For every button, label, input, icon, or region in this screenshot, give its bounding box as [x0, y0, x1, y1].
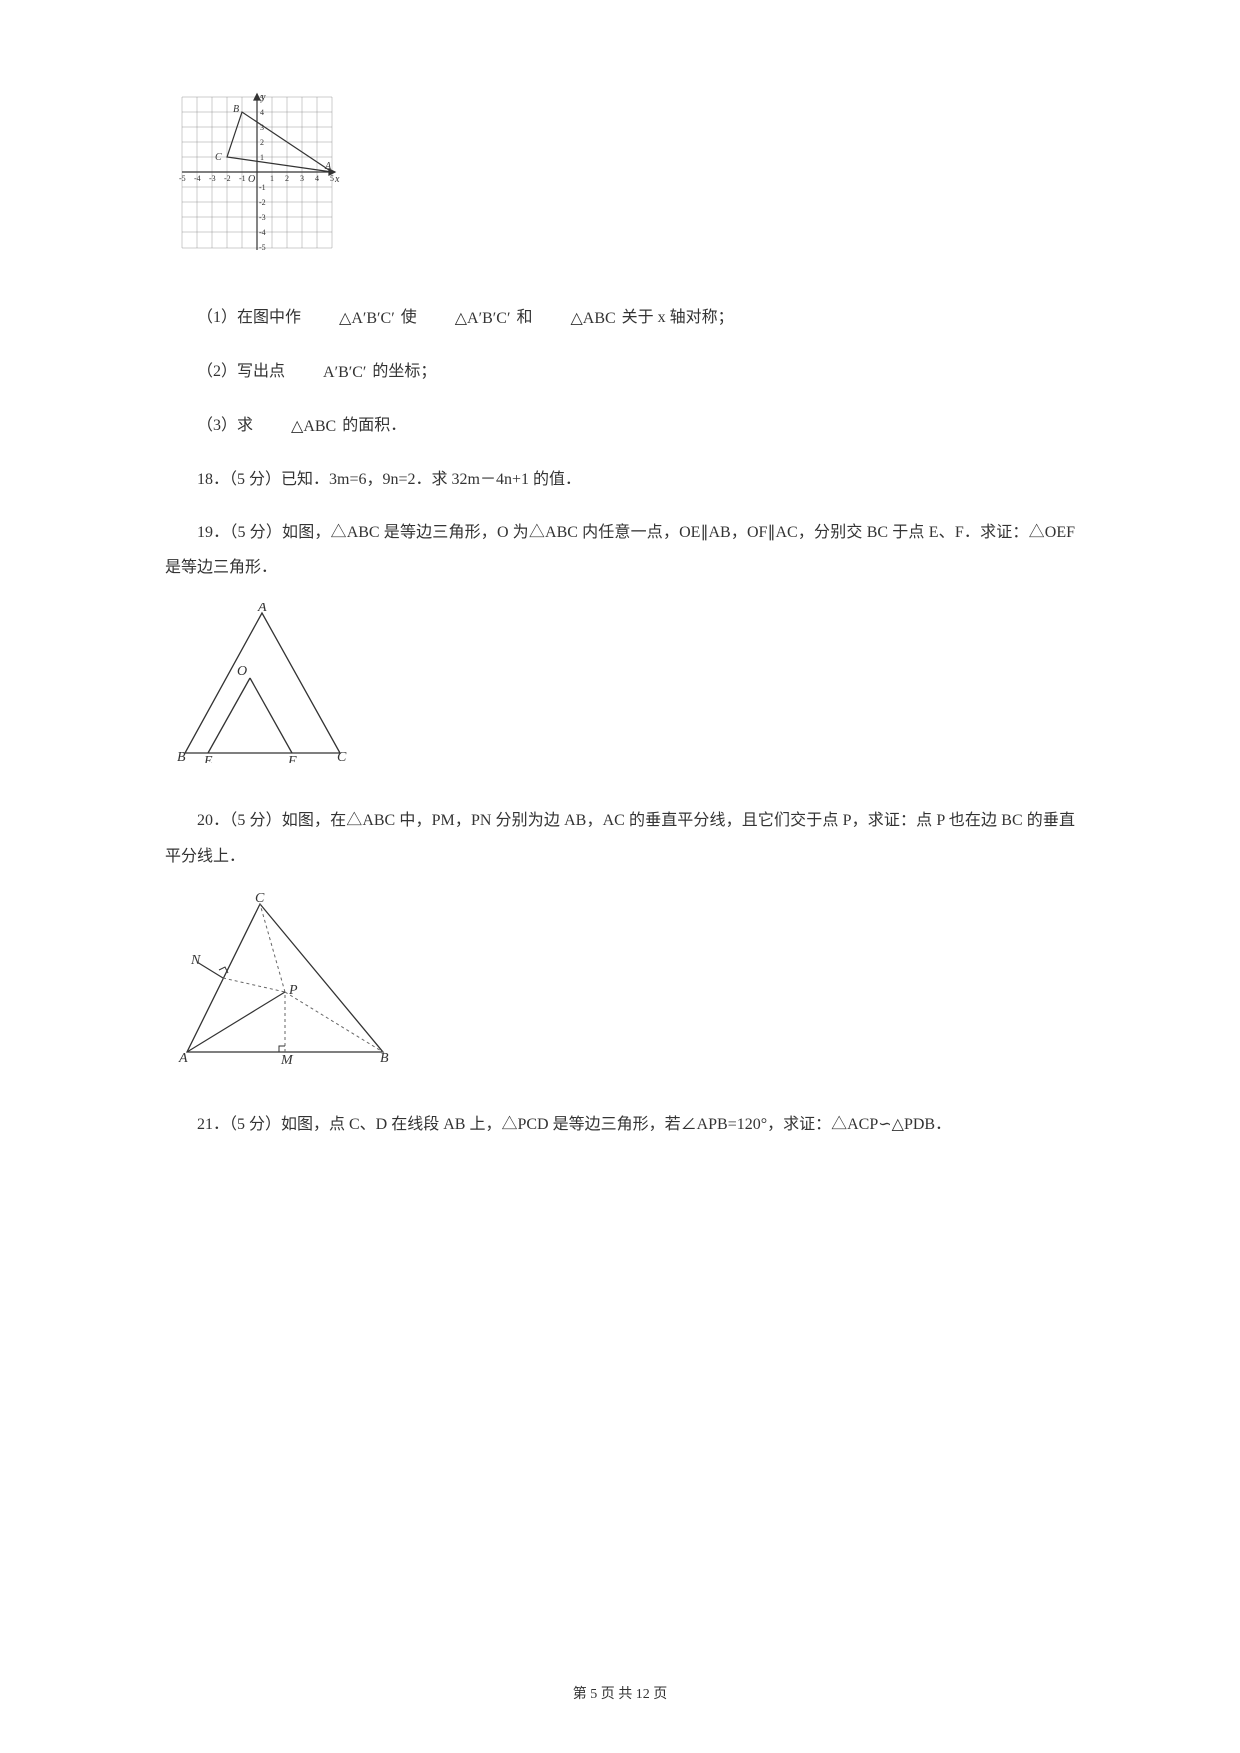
formula-triangle-abc-prime-2: △A′B′C′ [423, 301, 511, 336]
q18: 18．（5 分）已知．3m=6，9n=2．求 32m－4n+1 的值． [165, 462, 1075, 497]
t1-label-o: O [237, 664, 247, 679]
q17-1-end: 关于 x 轴对称； [622, 309, 734, 326]
t2-label-c: C [255, 892, 265, 906]
q17-part2: （2）写出点 A′B′C′ 的坐标； [165, 354, 1075, 390]
page-content: -5-4-3 -2-1 123 45 543 21 -1-2-3 -4-5 y … [165, 90, 1075, 1142]
t2-label-a: A [178, 1051, 188, 1066]
svg-text:1: 1 [270, 174, 274, 183]
q17-part1: （1）在图中作 △A′B′C′ 使 △A′B′C′ 和 △ABC 关于 x 轴对… [165, 300, 1075, 336]
svg-text:-5: -5 [259, 243, 266, 252]
formula-triangle-abc-prime-1: △A′B′C′ [307, 301, 395, 336]
t2-label-b: B [380, 1051, 389, 1066]
svg-text:4: 4 [315, 174, 319, 183]
svg-text:1: 1 [260, 153, 264, 162]
q17-3-end: 的面积． [342, 417, 406, 434]
point-a-label: A [324, 161, 332, 172]
svg-text:2: 2 [285, 174, 289, 183]
point-c-label: C [215, 152, 222, 163]
q17-3-text: （3）求 [197, 417, 253, 434]
y-axis-label: y [260, 92, 266, 103]
t1-label-f: F [287, 754, 297, 763]
svg-text:-5: -5 [179, 174, 186, 183]
svg-text:-2: -2 [259, 198, 266, 207]
svg-text:-3: -3 [209, 174, 216, 183]
svg-text:5: 5 [330, 174, 334, 183]
t1-label-e: E [203, 754, 213, 763]
t2-label-m: M [280, 1053, 294, 1067]
t2-label-n: N [190, 953, 201, 968]
formula-triangle-abc-1: △ABC [538, 301, 615, 336]
page-footer: 第 5 页 共 12 页 [0, 1683, 1240, 1703]
x-axis-label: x [334, 174, 340, 185]
svg-text:-4: -4 [259, 228, 266, 237]
q17-part3: （3）求 △ABC 的面积． [165, 408, 1075, 444]
q19: 19．（5 分）如图，△ABC 是等边三角形，O 为△ABC 内任意一点，OE∥… [165, 515, 1075, 585]
svg-text:4: 4 [260, 108, 264, 117]
formula-abc-prime: A′B′C′ [291, 355, 366, 390]
point-b-label: B [233, 104, 239, 115]
triangle-figure-2: A B C M N P [175, 892, 1075, 1072]
q17-1-text: （1）在图中作 [197, 309, 301, 326]
t1-label-a: A [257, 603, 267, 615]
coordinate-figure: -5-4-3 -2-1 123 45 543 21 -1-2-3 -4-5 y … [175, 90, 1075, 260]
svg-text:-1: -1 [259, 183, 266, 192]
q17-2-end: 的坐标； [372, 363, 436, 380]
svg-text:-1: -1 [239, 174, 246, 183]
t1-label-b: B [177, 750, 186, 763]
svg-text:-2: -2 [224, 174, 231, 183]
t1-label-c: C [337, 750, 347, 763]
svg-text:-3: -3 [259, 213, 266, 222]
q17-2-text: （2）写出点 [197, 363, 285, 380]
svg-text:2: 2 [260, 138, 264, 147]
triangle-figure-1: A B C E F O [175, 603, 1075, 768]
q21: 21．（5 分）如图，点 C、D 在线段 AB 上，△PCD 是等边三角形，若∠… [165, 1107, 1075, 1142]
q17-1-mid2: 和 [516, 309, 532, 326]
formula-triangle-abc-2: △ABC [259, 409, 336, 444]
svg-text:-4: -4 [194, 174, 201, 183]
svg-text:3: 3 [300, 174, 304, 183]
t2-label-p: P [288, 983, 298, 998]
origin-label: O [248, 174, 255, 185]
q20: 20．（5 分）如图，在△ABC 中，PM，PN 分别为边 AB，AC 的垂直平… [165, 803, 1075, 873]
q17-1-mid1: 使 [401, 309, 417, 326]
